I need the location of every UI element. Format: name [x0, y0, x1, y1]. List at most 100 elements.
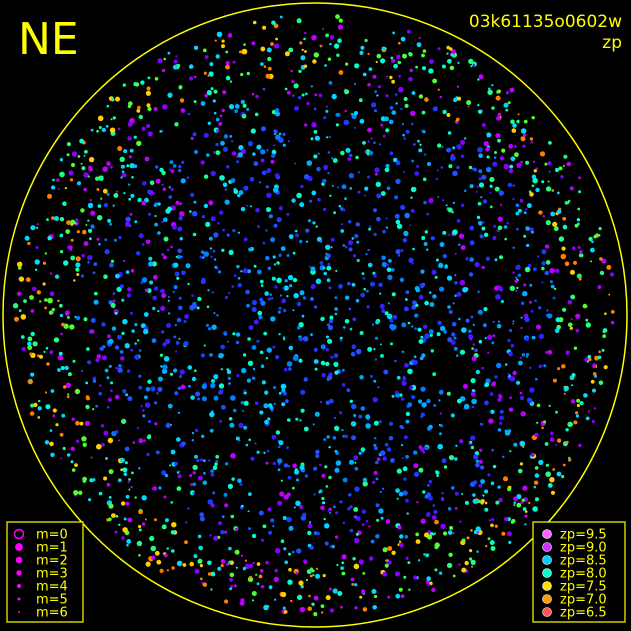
star [418, 467, 424, 473]
star [209, 428, 214, 433]
star [299, 465, 305, 471]
star [188, 64, 194, 69]
star [233, 584, 237, 588]
star [88, 498, 92, 502]
star [313, 52, 319, 58]
star [432, 78, 437, 84]
star [558, 236, 565, 242]
star [255, 94, 259, 99]
star [72, 359, 76, 363]
star [90, 329, 95, 334]
star [523, 234, 527, 238]
star [168, 168, 172, 171]
star [320, 316, 325, 322]
star [400, 248, 404, 252]
star [523, 211, 527, 215]
star [210, 469, 214, 473]
star [359, 50, 364, 56]
star [146, 103, 151, 108]
star [142, 439, 147, 443]
star [267, 66, 272, 71]
star [389, 75, 393, 80]
star [496, 324, 502, 329]
star [157, 231, 161, 235]
star [563, 388, 568, 392]
star [293, 83, 299, 89]
star [227, 376, 231, 380]
star [108, 496, 112, 499]
star [316, 531, 321, 536]
star [373, 471, 378, 475]
star [124, 343, 130, 349]
star [440, 166, 444, 169]
star [288, 567, 292, 572]
star [365, 253, 368, 256]
star [240, 401, 244, 405]
star [128, 478, 131, 481]
star [283, 285, 289, 291]
star [220, 559, 226, 564]
star [292, 486, 295, 490]
star [201, 383, 207, 390]
star [492, 464, 497, 469]
star [152, 295, 158, 301]
star [323, 271, 327, 276]
star [463, 383, 468, 389]
star [176, 254, 182, 260]
star [238, 190, 244, 195]
star [136, 251, 141, 256]
star [368, 225, 372, 229]
star [210, 87, 214, 91]
star [410, 186, 417, 193]
star [515, 380, 521, 385]
star [403, 137, 407, 140]
star [154, 401, 158, 405]
star [512, 184, 516, 187]
star [514, 145, 517, 148]
star [49, 429, 53, 432]
star [252, 20, 257, 25]
star [484, 336, 487, 340]
star [558, 166, 563, 171]
star [126, 543, 129, 547]
star [583, 393, 588, 398]
star [292, 309, 295, 312]
star [442, 531, 448, 536]
star [44, 298, 48, 302]
star [224, 199, 230, 205]
star [256, 339, 260, 343]
star [114, 311, 118, 315]
legend-symbol [542, 594, 552, 604]
star [203, 472, 206, 475]
star [590, 247, 595, 253]
star [237, 478, 242, 484]
star [234, 527, 239, 532]
star [147, 106, 152, 112]
star [438, 262, 444, 269]
star [253, 264, 257, 268]
star [234, 104, 240, 109]
star [522, 507, 527, 511]
star [349, 505, 353, 509]
star [290, 69, 293, 73]
star [544, 270, 550, 276]
star [478, 153, 483, 158]
star [362, 607, 368, 612]
star [507, 338, 511, 343]
star [362, 477, 368, 483]
star [44, 252, 48, 255]
star [130, 311, 133, 315]
star [242, 566, 247, 571]
star [472, 167, 477, 171]
star [375, 477, 379, 481]
star [121, 298, 125, 302]
star [472, 493, 476, 497]
star [575, 313, 581, 319]
star [96, 443, 102, 450]
star [203, 132, 209, 138]
star [329, 398, 334, 404]
star [166, 569, 169, 572]
star [180, 384, 186, 390]
star [82, 442, 87, 447]
star [189, 474, 193, 477]
